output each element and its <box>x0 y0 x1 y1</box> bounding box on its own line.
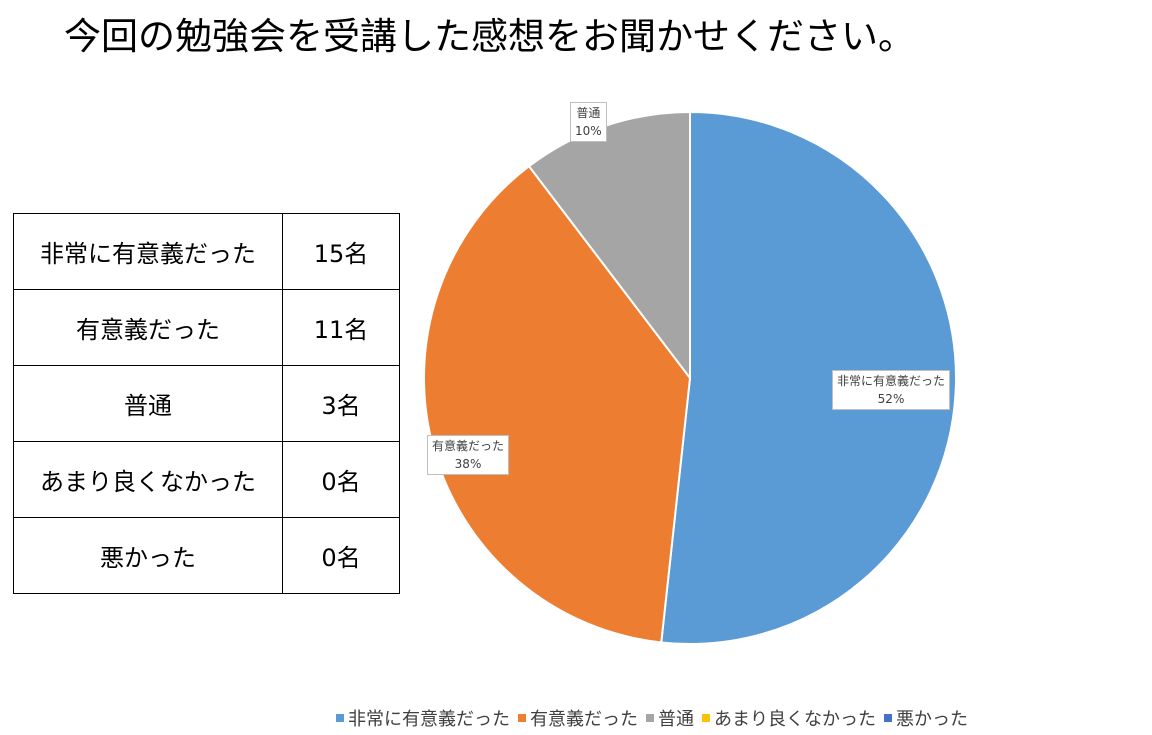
data-label-1: 有意義だった 38% <box>427 435 510 475</box>
legend-swatch <box>518 714 526 722</box>
legend-swatch <box>646 714 654 722</box>
data-label-2: 普通 10% <box>570 102 607 142</box>
legend-item: 有意義だった <box>518 705 638 731</box>
legend-swatch <box>702 714 710 722</box>
row-count: 0名 <box>282 441 400 518</box>
row-label: 非常に有意義だった <box>13 213 283 290</box>
chart-title: 今回の勉強会を受講した感想をお聞かせください。 <box>64 15 915 58</box>
response-table: 非常に有意義だった 15名 有意義だった 11名 普通 3名 あまり良くなかった 0名 … <box>13 213 400 594</box>
pie-slice-0 <box>660 110 957 645</box>
legend-item: 悪かった <box>884 705 968 731</box>
legend-item: あまり良くなかった <box>702 705 876 731</box>
table-row: あまり良くなかった 0名 <box>13 441 400 518</box>
legend-swatch <box>884 714 892 722</box>
table-row: 有意義だった 11名 <box>13 289 400 366</box>
legend-item: 普通 <box>646 705 694 731</box>
legend-swatch <box>336 714 344 722</box>
row-count: 0名 <box>282 517 400 594</box>
row-label: 悪かった <box>13 517 283 594</box>
data-label-0: 非常に有意義だった 52% <box>832 370 951 410</box>
row-count: 11名 <box>282 289 400 366</box>
legend: 非常に有意義だった 有意義だった 普通 あまり良くなかった 悪かった <box>336 705 968 731</box>
legend-item: 非常に有意義だった <box>336 705 510 731</box>
row-count: 3名 <box>282 365 400 442</box>
row-label: 有意義だった <box>13 289 283 366</box>
row-label: 普通 <box>13 365 283 442</box>
row-label: あまり良くなかった <box>13 441 283 518</box>
table-row: 普通 3名 <box>13 365 400 442</box>
table-row: 悪かった 0名 <box>13 517 400 594</box>
